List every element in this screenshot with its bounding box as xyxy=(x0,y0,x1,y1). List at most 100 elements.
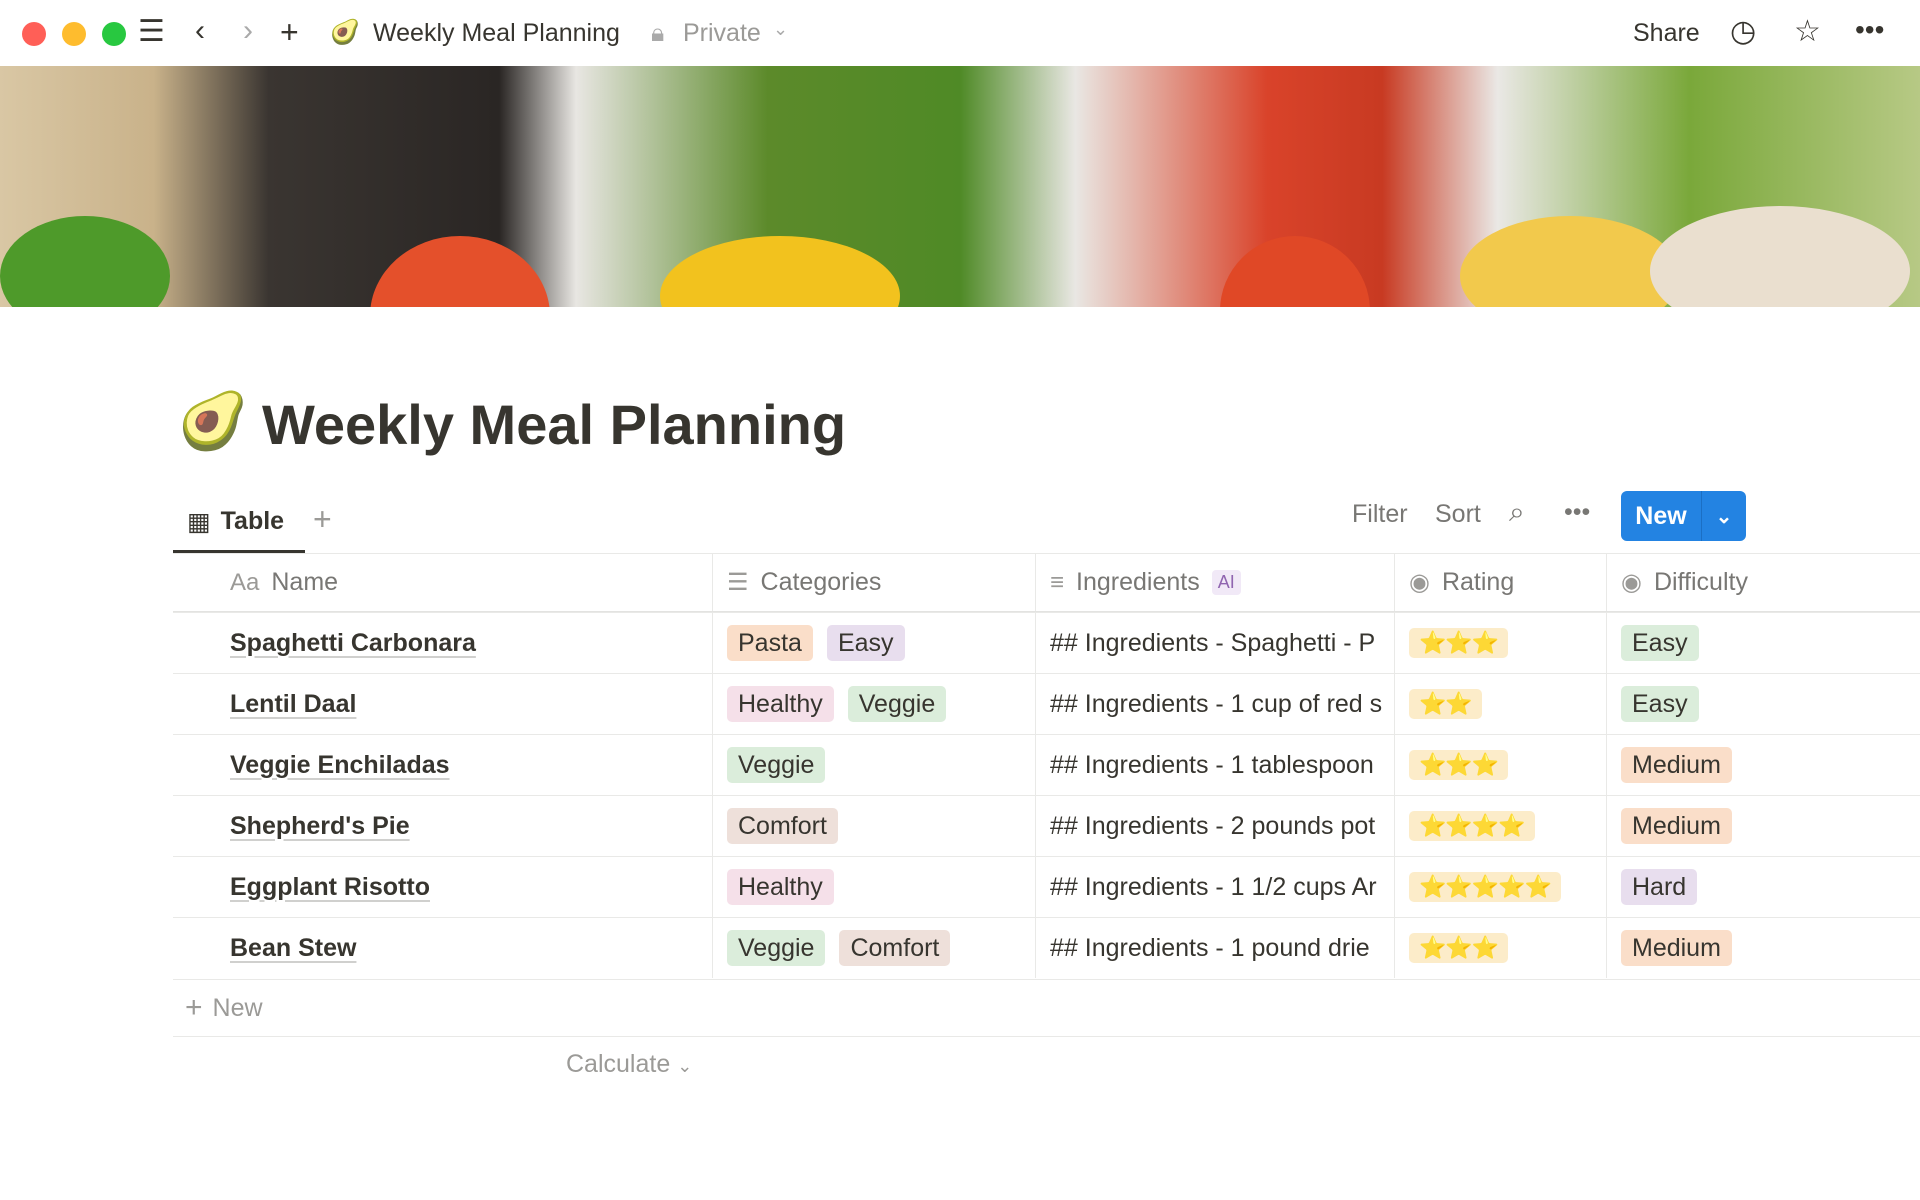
table-row[interactable]: Shepherd's Pie Comfort ## Ingredients - … xyxy=(173,795,1920,856)
categories-cell[interactable]: Veggie Comfort xyxy=(712,918,1035,978)
maximize-window-button[interactable] xyxy=(102,22,126,46)
difficulty-tag: Medium xyxy=(1621,747,1732,783)
name-cell[interactable]: Spaghetti Carbonara xyxy=(173,613,712,673)
ingredients-cell[interactable]: ## Ingredients - 2 pounds pot xyxy=(1035,796,1394,856)
row-name[interactable]: Eggplant Risotto xyxy=(230,872,430,901)
add-view-icon[interactable]: + xyxy=(313,501,332,537)
close-window-button[interactable] xyxy=(22,22,46,46)
tab-label: Table xyxy=(220,507,285,535)
text-icon: ≡ xyxy=(1050,568,1065,596)
new-label: New xyxy=(1635,501,1687,530)
cover-image[interactable] xyxy=(0,66,1920,307)
history-icon[interactable]: ◷ xyxy=(1730,15,1757,48)
plus-icon: + xyxy=(185,991,203,1024)
ingredients-cell[interactable]: ## Ingredients - 1 1/2 cups Ar xyxy=(1035,857,1394,917)
more-icon[interactable]: ••• xyxy=(1564,498,1591,526)
row-name[interactable]: Shepherd's Pie xyxy=(230,811,410,840)
ingredients-cell[interactable]: ## Ingredients - 1 pound drie xyxy=(1035,918,1394,978)
difficulty-cell[interactable]: Medium xyxy=(1606,735,1920,795)
categories-cell[interactable]: Veggie xyxy=(712,735,1035,795)
category-tag: Comfort xyxy=(839,930,951,966)
ingredients-cell[interactable]: ## Ingredients - Spaghetti - P xyxy=(1035,613,1394,673)
page-title[interactable]: Weekly Meal Planning xyxy=(262,393,847,456)
breadcrumb-title[interactable]: Weekly Meal Planning xyxy=(373,19,620,47)
rating-cell[interactable]: ⭐⭐⭐⭐⭐ xyxy=(1394,857,1606,917)
ai-badge: AI xyxy=(1211,570,1241,595)
name-cell[interactable]: Lentil Daal xyxy=(173,674,712,734)
name-cell[interactable]: Veggie Enchiladas xyxy=(173,735,712,795)
name-cell[interactable]: Eggplant Risotto xyxy=(173,857,712,917)
rating-cell[interactable]: ⭐⭐⭐ xyxy=(1394,918,1606,978)
calculate-button[interactable]: Calculate ⌄ xyxy=(566,1050,692,1079)
column-header-ingredients[interactable]: ≡ Ingredients AI xyxy=(1035,554,1394,611)
column-header-rating[interactable]: ◉ Rating xyxy=(1394,554,1606,611)
difficulty-tag: Hard xyxy=(1621,869,1698,905)
rating-cell[interactable]: ⭐⭐⭐ xyxy=(1394,735,1606,795)
tab-table[interactable]: ▦ Table xyxy=(173,493,305,553)
database-table: Aa Name ☰ Categories ≡ Ingredients AI ◉ Ratin… xyxy=(173,553,1920,978)
ingredients-cell[interactable]: ## Ingredients - 1 cup of red s xyxy=(1035,674,1394,734)
back-icon[interactable]: ‹ xyxy=(195,14,205,47)
rating-cell[interactable]: ⭐⭐⭐ xyxy=(1394,613,1606,673)
chevron-down-icon[interactable]: ⌄ xyxy=(1701,491,1746,541)
rating-cell[interactable]: ⭐⭐⭐⭐ xyxy=(1394,796,1606,856)
column-header-difficulty[interactable]: ◉ Difficulty xyxy=(1606,554,1920,611)
difficulty-cell[interactable]: Easy xyxy=(1606,674,1920,734)
filter-button[interactable]: Filter xyxy=(1352,500,1408,528)
header-label: Rating xyxy=(1441,568,1515,596)
rating-cell[interactable]: ⭐⭐ xyxy=(1394,674,1606,734)
sidebar-menu-icon[interactable]: ☰ xyxy=(138,15,165,48)
categories-cell[interactable]: Healthy xyxy=(712,857,1035,917)
forward-icon[interactable]: › xyxy=(243,14,253,47)
list-icon: ☰ xyxy=(727,569,749,596)
calculate-label: Calculate xyxy=(566,1050,671,1078)
categories-cell[interactable]: Healthy Veggie xyxy=(712,674,1035,734)
privacy-label[interactable]: Private xyxy=(683,19,761,47)
difficulty-cell[interactable]: Hard xyxy=(1606,857,1920,917)
difficulty-cell[interactable]: Easy xyxy=(1606,613,1920,673)
table-row[interactable]: Lentil Daal Healthy Veggie ## Ingredients… xyxy=(173,673,1920,734)
table-header: Aa Name ☰ Categories ≡ Ingredients AI ◉ Ratin… xyxy=(173,553,1920,612)
new-page-icon[interactable]: + xyxy=(280,14,299,50)
new-button[interactable]: New ⌄ xyxy=(1621,491,1746,541)
favorite-star-icon[interactable]: ☆ xyxy=(1794,15,1821,48)
table-row[interactable]: Eggplant Risotto Healthy ## Ingredients … xyxy=(173,856,1920,917)
lock-icon: 🔒︎ xyxy=(651,19,665,47)
add-row-button[interactable]: + New xyxy=(173,979,1920,1037)
category-tag: Veggie xyxy=(727,747,826,783)
minimize-window-button[interactable] xyxy=(62,22,86,46)
table-row[interactable]: Bean Stew Veggie Comfort ## Ingredients -… xyxy=(173,917,1920,978)
difficulty-tag: Medium xyxy=(1621,930,1732,966)
more-options-icon[interactable]: ••• xyxy=(1855,14,1885,45)
categories-cell[interactable]: Comfort xyxy=(712,796,1035,856)
chevron-down-icon[interactable]: ⌄ xyxy=(773,19,789,39)
table-row[interactable]: Spaghetti Carbonara Pasta Easy ## Ingredi… xyxy=(173,612,1920,673)
row-name[interactable]: Bean Stew xyxy=(230,933,357,962)
category-tag: Veggie xyxy=(727,930,826,966)
header-label: Name xyxy=(271,568,339,596)
chevron-down-icon: ⌄ xyxy=(677,1056,693,1076)
sort-button[interactable]: Sort xyxy=(1435,500,1481,528)
difficulty-cell[interactable]: Medium xyxy=(1606,918,1920,978)
categories-cell[interactable]: Pasta Easy xyxy=(712,613,1035,673)
name-cell[interactable]: Bean Stew xyxy=(173,918,712,978)
header-label: Categories xyxy=(760,568,882,596)
row-name[interactable]: Lentil Daal xyxy=(230,689,357,718)
rating-tag: ⭐⭐ xyxy=(1409,689,1482,719)
view-tabs: ▦ Table + xyxy=(173,493,1920,553)
column-header-categories[interactable]: ☰ Categories xyxy=(712,554,1035,611)
share-button[interactable]: Share xyxy=(1633,19,1700,47)
row-name[interactable]: Spaghetti Carbonara xyxy=(230,628,476,657)
row-name[interactable]: Veggie Enchiladas xyxy=(230,750,450,779)
ingredients-cell[interactable]: ## Ingredients - 1 tablespoon xyxy=(1035,735,1394,795)
table-row[interactable]: Veggie Enchiladas Veggie ## Ingredients … xyxy=(173,734,1920,795)
name-cell[interactable]: Shepherd's Pie xyxy=(173,796,712,856)
difficulty-tag: Medium xyxy=(1621,808,1732,844)
column-header-name[interactable]: Aa Name xyxy=(173,554,712,611)
category-tag: Easy xyxy=(826,625,905,661)
ingredients-text: ## Ingredients - 1 cup of red s xyxy=(1050,689,1383,718)
page-emoji-icon[interactable]: 🥑 xyxy=(178,389,248,452)
search-icon[interactable]: ⌕ xyxy=(1509,496,1525,527)
rating-tag: ⭐⭐⭐ xyxy=(1409,933,1509,963)
difficulty-cell[interactable]: Medium xyxy=(1606,796,1920,856)
